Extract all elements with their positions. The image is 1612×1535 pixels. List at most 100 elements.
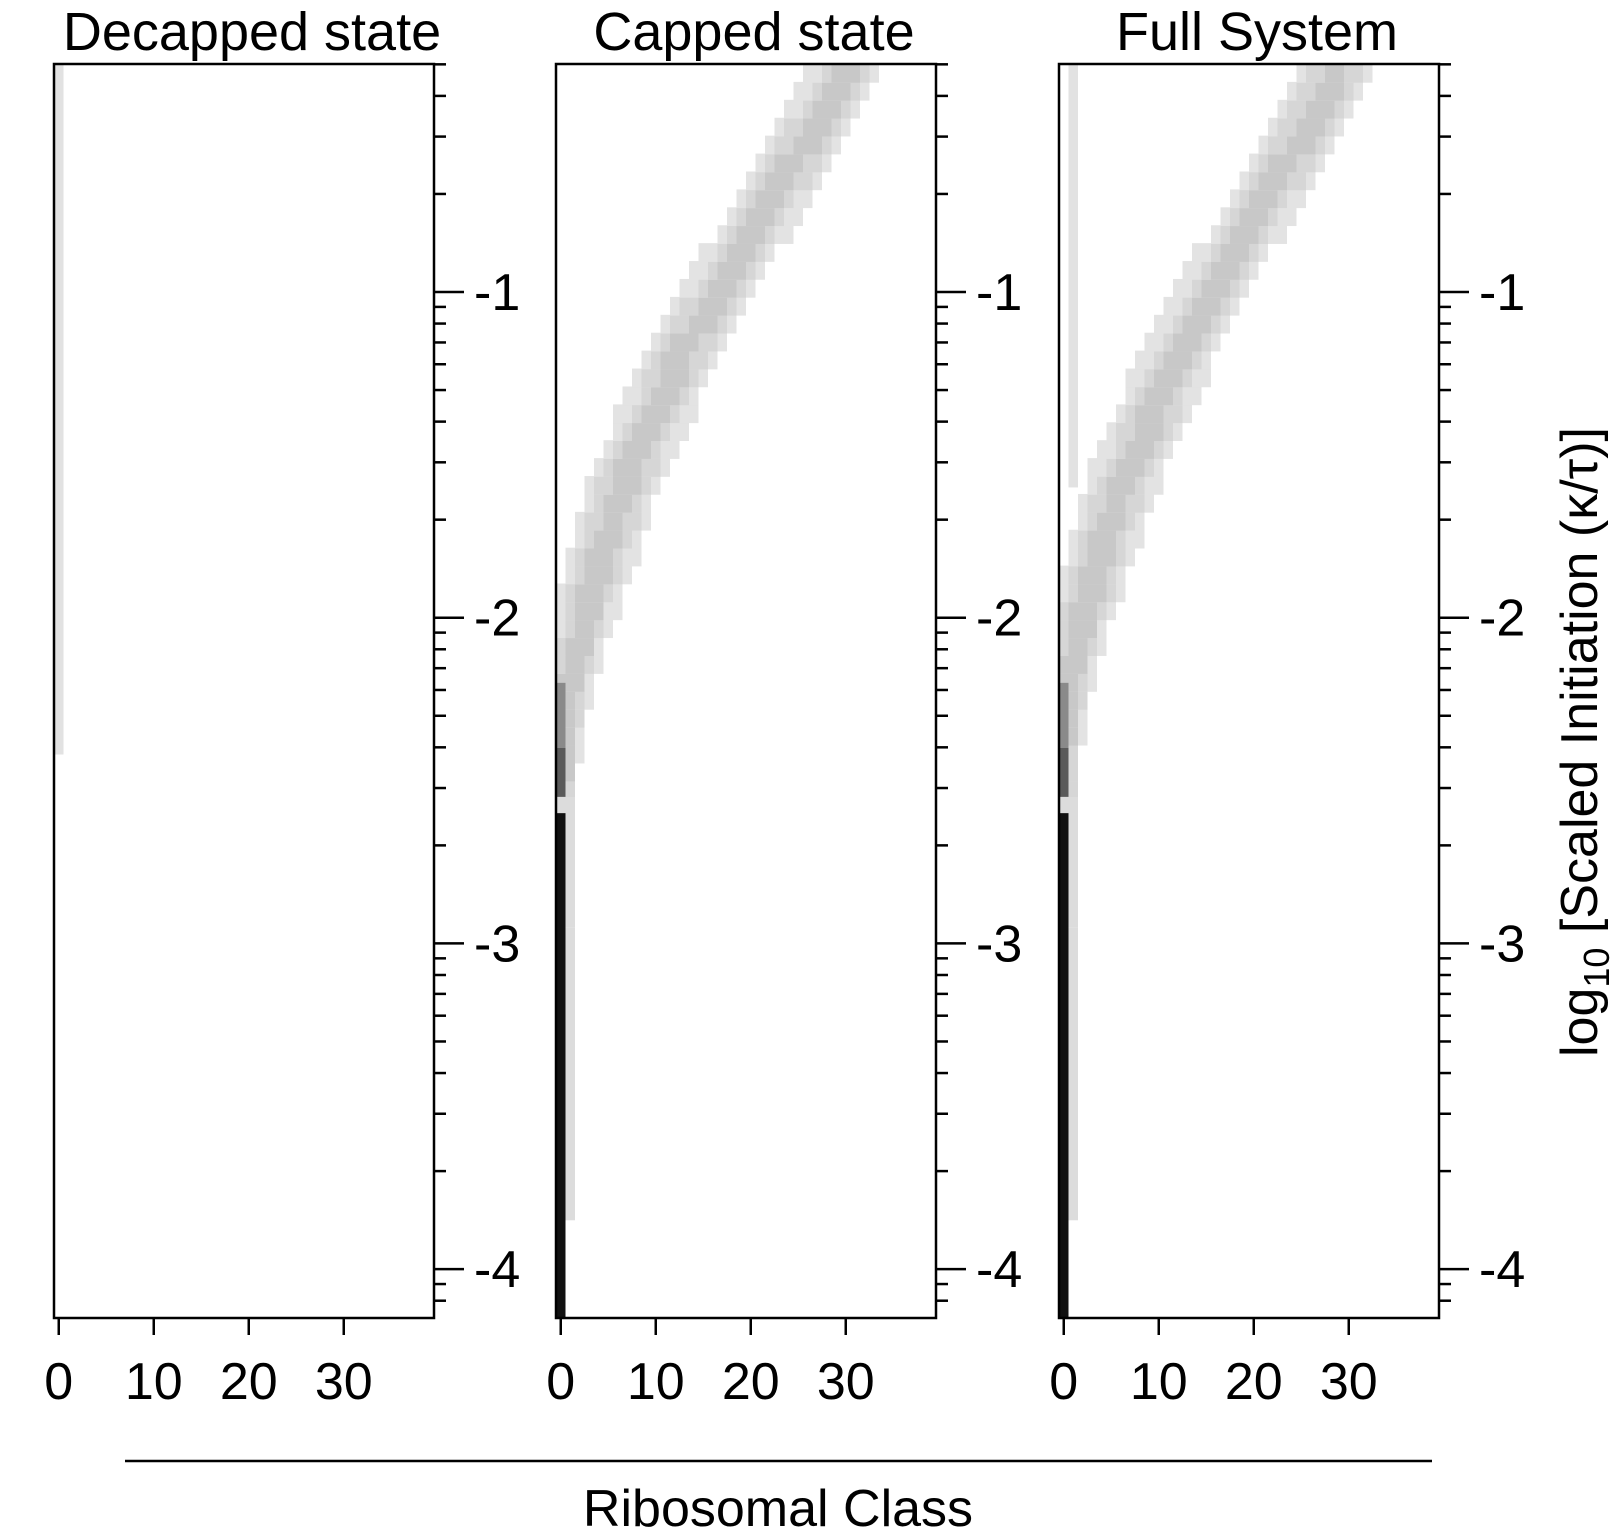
heatmap-cell (1315, 81, 1344, 101)
x-tick-label: 10 (1130, 1353, 1188, 1411)
y-axis-title-prefix: log (1551, 988, 1609, 1057)
y-tick-label: -2 (976, 590, 1022, 648)
heatmap-cell (622, 440, 651, 459)
y-tick-label: -4 (474, 1241, 520, 1299)
x-axis-title: Ribosomal Class (583, 1480, 973, 1535)
heatmap-cell (575, 619, 594, 639)
heatmap-cell (1296, 117, 1325, 137)
heatmap-cell (670, 332, 699, 352)
heatmap-cell (613, 458, 642, 477)
heatmap-cell (1163, 350, 1192, 370)
heatmap-cell (575, 601, 604, 621)
x-tick-label: 0 (546, 1353, 575, 1411)
heatmap-cell (632, 422, 661, 441)
heatmap-cell (1068, 637, 1088, 656)
heatmap-cell (1106, 476, 1135, 495)
heatmap-cell (1287, 135, 1316, 155)
y-tick-label: -4 (1479, 1241, 1525, 1299)
heatmap-cell (1135, 422, 1164, 441)
heatmap-cell (1239, 207, 1268, 227)
panel-2: Capped state 0 10 20 30 -1 -2 -3 -4 (546, 2, 1022, 1411)
heatmap-cell (603, 493, 632, 513)
y-tick-label: -2 (1479, 590, 1525, 648)
heatmap-cell (746, 207, 775, 227)
x-tick-label: 0 (1049, 1353, 1078, 1411)
heatmap-cell (698, 296, 727, 316)
heatmap-cell (1144, 386, 1173, 406)
heatmap-cell (660, 350, 689, 370)
y-tick-label: -3 (1479, 915, 1525, 973)
heatmap-cell (1087, 547, 1116, 567)
heatmap-cell (689, 314, 718, 334)
heatmap-cell (1182, 314, 1211, 334)
heatmap-cell (565, 927, 575, 1221)
y-tick-label: -1 (976, 264, 1022, 322)
y-axis-title: log10 [Scaled Initiation (κ/τ)] (1551, 427, 1612, 1057)
heatmap-cell (1201, 278, 1230, 298)
heatmap-cell (1068, 601, 1097, 621)
x-tick-label: 20 (220, 1353, 278, 1411)
heatmap-cell (755, 189, 784, 209)
heatmap-cell (660, 368, 689, 388)
heatmap-cell (1154, 368, 1183, 388)
heatmap-cells (556, 64, 879, 1318)
heatmap-cell (1325, 64, 1344, 83)
heatmap-cell (1059, 682, 1069, 748)
heatmap-cell (565, 655, 585, 674)
heatmap-cell (1268, 153, 1297, 173)
heatmap-cell (812, 99, 841, 119)
panel-3: Full System 0 10 20 30 -1 -2 -3 -4 (1049, 2, 1525, 1411)
x-tick-label: 20 (1225, 1353, 1283, 1411)
heatmap-cell (831, 64, 860, 83)
panel-title: Full System (1116, 2, 1398, 62)
heatmap-cell (1306, 99, 1335, 119)
heatmap-cell (1192, 296, 1221, 316)
heatmap-cell (1230, 225, 1259, 244)
y-tick-label: -2 (474, 590, 520, 648)
heatmap-cells (54, 64, 64, 755)
heatmap-cell (1135, 404, 1164, 424)
panel-title: Decapped state (63, 2, 441, 62)
heatmap-cell (793, 135, 822, 155)
heatmap-cell (556, 748, 566, 797)
heatmap-cells (1059, 64, 1373, 1318)
panel-1: Decapped state 0 10 20 30 -1 -2 -3 -4 (44, 2, 520, 1411)
heatmap-cell (584, 547, 613, 567)
heatmap-cell (765, 171, 794, 191)
heatmap-cell (1068, 64, 1078, 488)
y-tick-label: -3 (474, 915, 520, 973)
heatmap-cell (1068, 619, 1097, 639)
heatmap-cell (1258, 171, 1287, 191)
heatmap-cell (1059, 748, 1069, 797)
heatmap-cell (556, 813, 566, 1318)
heatmap-cell (717, 261, 746, 280)
heatmap-cell (556, 682, 566, 748)
x-tick-label: 30 (817, 1353, 875, 1411)
heatmap-cell (594, 529, 623, 549)
x-tick-label: 30 (315, 1353, 373, 1411)
plot-frame (52, 62, 436, 1320)
heatmap-cell (613, 476, 642, 495)
x-tick-label: 20 (722, 1353, 780, 1411)
heatmap-cell (822, 81, 851, 101)
heatmap-cell (774, 153, 803, 173)
x-tick-label: 0 (44, 1353, 73, 1411)
heatmap-cell (651, 386, 680, 406)
heatmap-cell (565, 637, 594, 656)
x-tick-label: 30 (1320, 1353, 1378, 1411)
heatmap-cell (1249, 189, 1278, 209)
heatmap-cell (708, 278, 737, 298)
heatmap-cell (641, 404, 670, 424)
heatmap-cell (1220, 243, 1249, 262)
y-tick-label: -3 (976, 915, 1022, 973)
heatmap-cell (736, 225, 765, 244)
heatmap-cell (1078, 565, 1107, 585)
heatmap-cell (1106, 493, 1126, 513)
y-axis-title-suffix: [Scaled Initiation (κ/τ)] (1551, 427, 1609, 948)
heatmap-cell (803, 117, 832, 137)
y-tick-label: -1 (1479, 264, 1525, 322)
heatmap-cell (54, 64, 64, 755)
heatmap-cell (1078, 583, 1107, 603)
